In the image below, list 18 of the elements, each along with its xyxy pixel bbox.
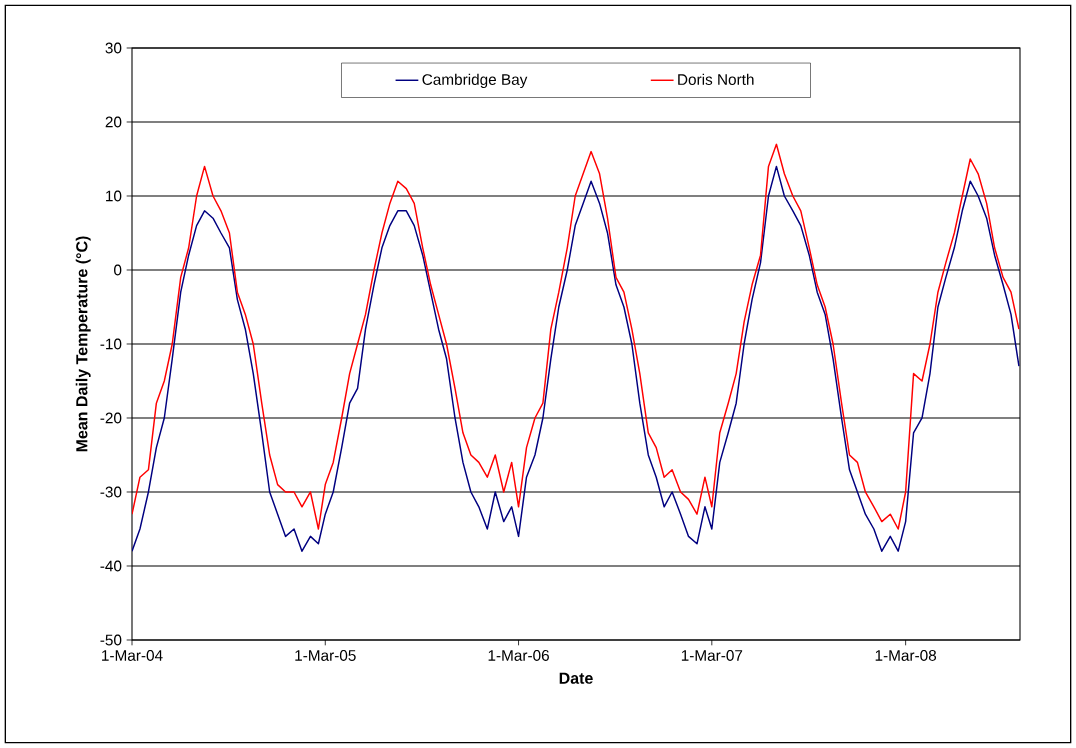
y-tick-label: 10 [106, 190, 122, 202]
y-axis-title: Mean Daily Temperature (°C) [75, 236, 91, 452]
y-tick-label: 20 [105, 116, 122, 128]
y-tick-label: -50 [100, 634, 122, 646]
y-tick-label: -10 [100, 338, 122, 350]
y-tick-label: 0 [114, 264, 122, 276]
y-tick-label: -40 [100, 560, 122, 572]
x-tick-label: 1-Mar-05 [295, 650, 356, 661]
legend-label: Doris North [678, 73, 754, 85]
x-tick-label: 1-Mar-08 [875, 650, 937, 661]
legend-label: Cambridge Bay [422, 73, 528, 89]
y-tick-label: 30 [105, 42, 122, 54]
x-tick-label: 1-Mar-06 [488, 650, 549, 661]
y-tick-label: -30 [100, 486, 122, 498]
x-tick-label: 1-Mar-07 [681, 650, 743, 661]
x-axis-title: Date [559, 672, 593, 684]
x-tick-label: 1-Mar-04 [102, 650, 163, 661]
y-tick-label: -20 [100, 412, 122, 424]
